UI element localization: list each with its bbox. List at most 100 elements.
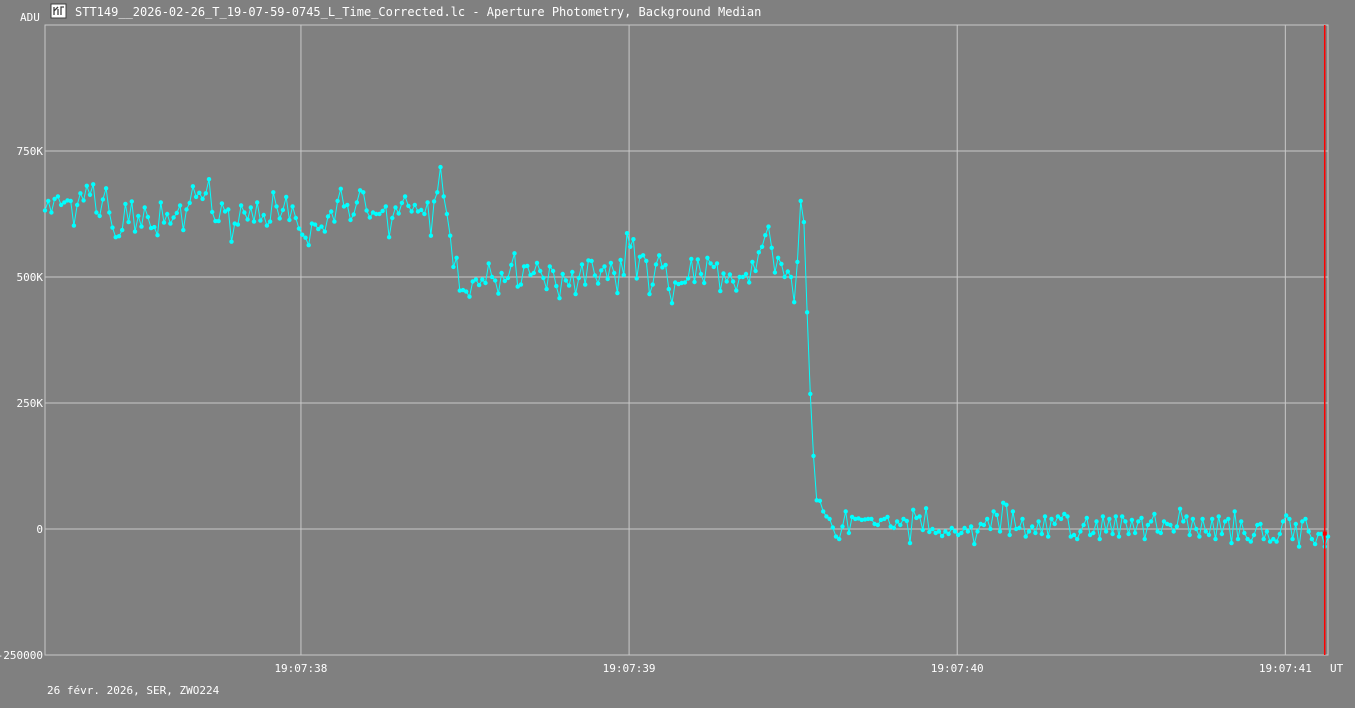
data-point — [849, 514, 855, 520]
data-point — [904, 518, 909, 524]
data-point — [727, 272, 733, 277]
data-point — [1184, 514, 1189, 519]
data-point — [486, 261, 491, 266]
data-point — [898, 522, 903, 528]
data-point — [1296, 544, 1302, 549]
data-point — [502, 278, 507, 284]
data-point — [650, 282, 655, 287]
data-point — [1148, 519, 1154, 524]
data-point — [689, 256, 694, 262]
data-point — [859, 517, 864, 523]
data-point — [846, 530, 852, 536]
data-point — [554, 283, 559, 289]
data-point — [1197, 534, 1202, 539]
data-point — [911, 507, 916, 512]
data-point — [464, 289, 469, 294]
data-point — [451, 264, 456, 270]
data-point — [264, 223, 270, 228]
data-point — [1094, 519, 1099, 524]
data-point — [103, 186, 109, 191]
data-point — [1293, 521, 1299, 527]
data-point — [965, 529, 971, 534]
data-point — [682, 280, 688, 285]
app-icon — [50, 3, 67, 19]
data-point — [361, 190, 366, 195]
data-point — [454, 255, 459, 260]
data-point — [242, 210, 247, 215]
data-point — [193, 194, 199, 200]
data-point — [923, 506, 929, 511]
data-point — [1245, 536, 1250, 542]
data-point — [58, 202, 64, 208]
data-point — [1235, 536, 1241, 542]
data-point — [470, 279, 475, 284]
data-point — [425, 200, 430, 205]
data-point — [956, 532, 961, 538]
data-point — [1033, 530, 1038, 536]
data-point — [493, 278, 498, 283]
data-point — [515, 284, 520, 289]
data-point — [804, 310, 810, 315]
data-point — [917, 514, 922, 519]
data-point — [55, 194, 61, 199]
data-point — [1126, 531, 1131, 537]
cursor-marker — [1322, 531, 1327, 536]
x-tick-label: 19:07:40 — [931, 662, 984, 675]
data-point — [756, 250, 761, 255]
data-point — [981, 522, 987, 528]
data-point — [817, 498, 823, 503]
data-point — [560, 271, 565, 277]
data-point — [1017, 525, 1022, 531]
data-point — [647, 291, 652, 297]
data-point — [187, 200, 192, 206]
data-point — [734, 288, 739, 293]
data-point — [525, 263, 530, 269]
data-point — [1325, 534, 1331, 539]
data-point — [1219, 531, 1225, 537]
data-point — [1210, 516, 1215, 522]
data-point — [1055, 514, 1061, 519]
data-point — [97, 213, 102, 219]
data-point — [1049, 516, 1054, 522]
data-point — [152, 224, 157, 230]
data-point — [1300, 519, 1305, 524]
data-point — [338, 186, 343, 191]
data-point — [438, 164, 443, 170]
data-point — [1271, 536, 1276, 542]
data-point — [557, 296, 562, 301]
data-point — [235, 222, 241, 227]
data-point — [875, 522, 880, 528]
plot-frame — [44, 24, 1329, 656]
data-point — [428, 233, 434, 238]
data-point — [1020, 516, 1025, 522]
data-point — [158, 200, 163, 205]
x-tick-label: 19:07:38 — [274, 662, 327, 675]
data-point — [962, 525, 967, 531]
data-point — [75, 202, 80, 208]
data-point — [406, 203, 411, 209]
data-point — [46, 198, 51, 204]
data-point — [901, 516, 906, 522]
data-point — [1010, 509, 1016, 514]
data-point — [132, 229, 138, 234]
data-point — [1142, 536, 1147, 542]
data-point — [364, 208, 369, 213]
data-point — [827, 516, 832, 522]
data-point — [1306, 529, 1311, 534]
data-point — [52, 196, 57, 202]
data-point — [618, 257, 623, 263]
data-point — [467, 294, 472, 299]
data-point — [1261, 536, 1266, 542]
time-cursor[interactable] — [1322, 25, 1327, 655]
data-point — [795, 259, 800, 265]
data-point — [1280, 519, 1286, 524]
data-point — [107, 210, 112, 215]
data-point — [1042, 514, 1048, 519]
data-point — [878, 517, 884, 523]
data-point — [946, 531, 951, 537]
data-point — [753, 268, 758, 274]
data-point — [1007, 532, 1012, 538]
data-point — [840, 524, 845, 529]
data-point — [110, 225, 115, 230]
